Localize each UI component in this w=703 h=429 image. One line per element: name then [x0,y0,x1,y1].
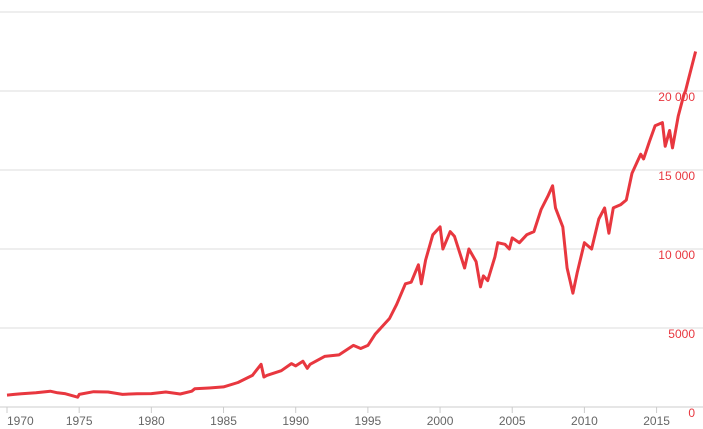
x-tick-label: 1970 [7,414,34,428]
y-tick-label: 20 000 [658,90,695,104]
x-tick-label: 1990 [282,414,309,428]
x-tick-label: 1985 [210,414,237,428]
line [6,51,698,399]
y-tick-label: 0 [688,406,695,420]
x-tick-label: 2010 [571,414,598,428]
x-tick-label: 2015 [643,414,670,428]
y-tick-label: 10 000 [658,248,695,262]
y-tick-label: 5000 [668,327,695,341]
x-tick-label: 1975 [66,414,93,428]
y-tick-label: 15 000 [658,169,695,183]
x-tick-label: 2005 [499,414,526,428]
x-tick-label: 1980 [138,414,165,428]
x-tick-label: 1995 [355,414,382,428]
x-tick-label: 2000 [427,414,454,428]
